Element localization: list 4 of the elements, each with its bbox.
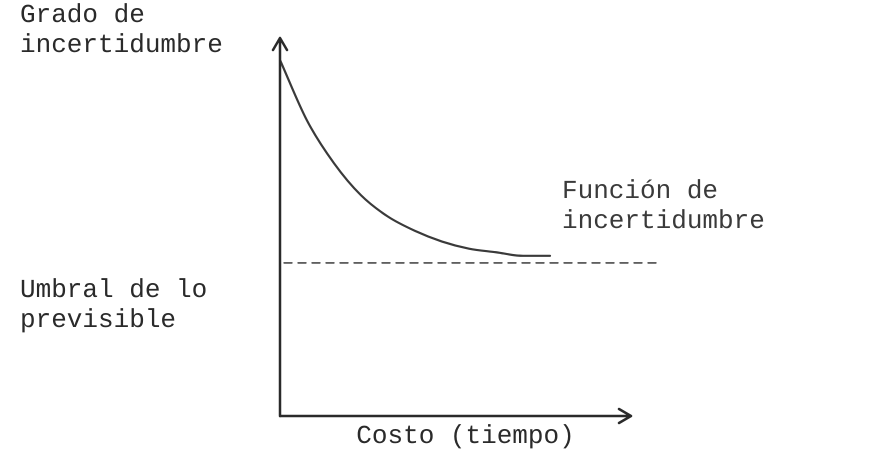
x-axis-title: Costo (tiempo) (356, 421, 575, 450)
series-label: Función de incertidumbre (562, 176, 765, 236)
ref-line-label: Umbral de lo previsible (20, 274, 208, 335)
y-axis-title: Grado de incertidumbre (20, 0, 223, 60)
